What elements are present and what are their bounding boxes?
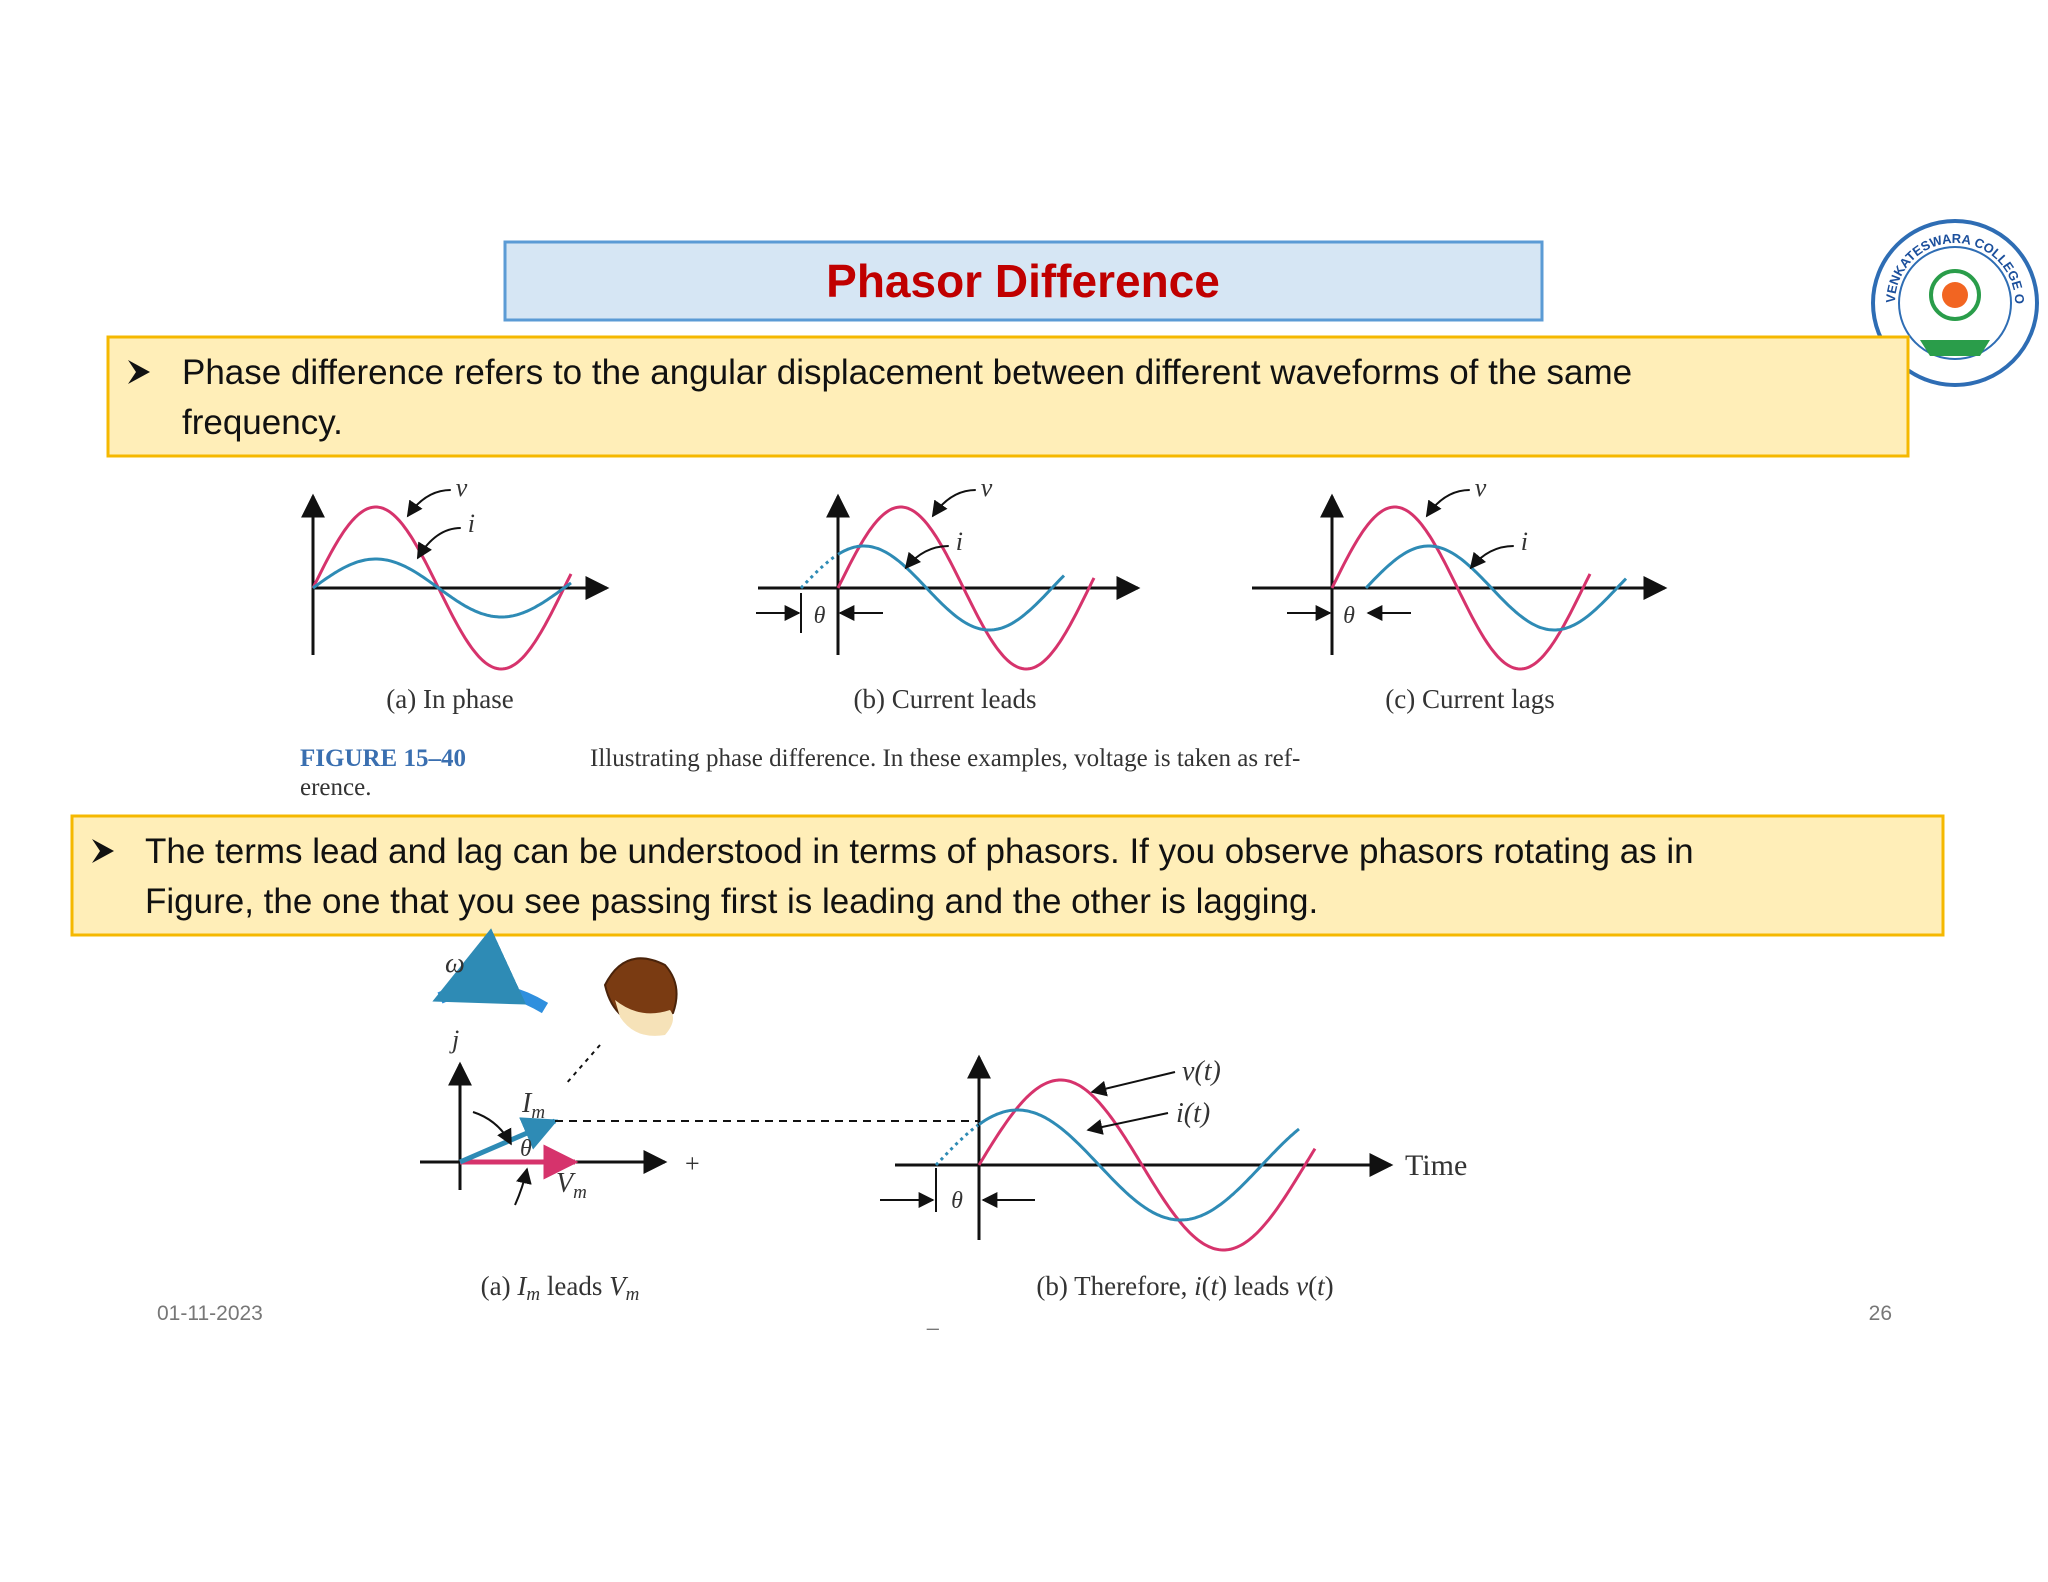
caption-part: leads: [540, 1271, 609, 1301]
caption-part: m: [526, 1284, 540, 1305]
theta-label: θ: [814, 603, 826, 629]
panel-caption: (b) Current leads: [854, 684, 1037, 714]
line-of-sight: [564, 1044, 601, 1086]
current-wave: [978, 1108, 1300, 1222]
footer-date: 01-11-2023: [157, 1302, 263, 1325]
caption-part: v: [1296, 1271, 1308, 1301]
panel-caption: (a) Im leads Vm: [481, 1271, 640, 1305]
bullet-line: Figure, the one that you see passing fir…: [145, 882, 1318, 921]
bullet-line: frequency.: [182, 403, 343, 442]
slide-title: Phasor Difference: [826, 255, 1220, 307]
angle-arrow: [514, 1167, 532, 1206]
phasor-label: Vm: [556, 1168, 587, 1203]
voltage-label: v: [456, 473, 468, 502]
current-wave-dotted: [934, 1124, 979, 1167]
caption-part: (a): [481, 1271, 518, 1301]
voltage-wave: [1330, 505, 1592, 671]
caption-part: ): [1325, 1271, 1334, 1301]
title-box: [503, 240, 1544, 322]
caption-part: ) leads: [1218, 1271, 1296, 1301]
voltage-wave: [977, 1078, 1317, 1252]
figure-label: FIGURE 15–40: [300, 745, 466, 772]
current-wave: [312, 557, 572, 619]
panel-caption: (a) In phase: [386, 684, 513, 714]
figure-caption: erence.: [300, 774, 371, 801]
omega-label: ω: [445, 948, 465, 979]
current-label: i: [1521, 527, 1528, 556]
caption-part: m: [626, 1284, 640, 1305]
subscript: m: [531, 1102, 545, 1123]
caption-part: I: [516, 1271, 528, 1301]
symbol: V: [556, 1168, 576, 1199]
leader-arrow: [1469, 545, 1514, 570]
caption-part: V: [609, 1271, 629, 1301]
j-label: j: [449, 1025, 459, 1054]
caption-part: (: [1202, 1271, 1211, 1301]
current-wave-dotted: [799, 553, 838, 590]
current-wave: [837, 544, 1066, 632]
bullet-arrow: [128, 360, 150, 384]
symbol: I: [521, 1088, 533, 1119]
im-phasor: [459, 1117, 559, 1165]
time-label: Time: [1405, 1149, 1467, 1182]
bullet-arrow: [92, 839, 114, 863]
subscript: m: [573, 1182, 587, 1203]
voltage-wave: [311, 505, 573, 671]
bullet-line: Phase difference refers to the angular d…: [182, 353, 1632, 392]
current-label: i: [468, 509, 475, 538]
caption-part: i: [1194, 1271, 1202, 1301]
theta-label: θ: [1343, 603, 1355, 629]
figure-phase-difference: (a) In phase (b) Current leads (c) Curre…: [300, 473, 1668, 801]
angle-arrow: [472, 1111, 512, 1146]
college-logo: VENKATESWARA COLLEGE OF ENGINEERING: [0, 0, 2039, 387]
voltage-label: v: [981, 473, 993, 502]
page-number: 26: [1869, 1302, 1892, 1325]
eye-face: [615, 1000, 674, 1036]
voltage-wave: [836, 505, 1096, 671]
current-label: i: [956, 527, 963, 556]
vt-label: v(t): [1182, 1056, 1221, 1087]
voltage-label: v: [1475, 473, 1487, 502]
plus-label: +: [685, 1149, 700, 1178]
panel-caption: (c) Current lags: [1385, 684, 1554, 714]
caption-part: (b) Therefore,: [1036, 1271, 1194, 1301]
leader-arrow: [1425, 489, 1470, 518]
panel-caption: (b) Therefore, i(t) leads v(t): [1036, 1271, 1333, 1301]
bullet-box: [106, 335, 1910, 458]
phasor-label: Im: [521, 1088, 545, 1123]
leader-arrow: [931, 489, 976, 518]
bullet-line: The terms lead and lag can be understood…: [145, 832, 1694, 871]
it-label: i(t): [1176, 1098, 1210, 1129]
rotation-arrow: [432, 928, 549, 1014]
leader-arrow: [416, 527, 461, 560]
footer-mark: _: [926, 1308, 939, 1331]
leader-arrow: [904, 545, 949, 570]
caption-part: (: [1308, 1271, 1317, 1301]
current-wave: [1364, 544, 1628, 632]
leader-line: [1086, 1112, 1169, 1135]
theta-label: θ: [951, 1188, 963, 1214]
leader-arrow: [406, 489, 451, 518]
caption-part: t: [1211, 1271, 1220, 1301]
leader-line: [1090, 1071, 1176, 1097]
theta-label: θ: [520, 1136, 532, 1162]
caption-part: t: [1317, 1271, 1326, 1301]
bullet-box: [70, 814, 1945, 937]
figure-caption: Illustrating phase difference. In these …: [590, 745, 1300, 772]
